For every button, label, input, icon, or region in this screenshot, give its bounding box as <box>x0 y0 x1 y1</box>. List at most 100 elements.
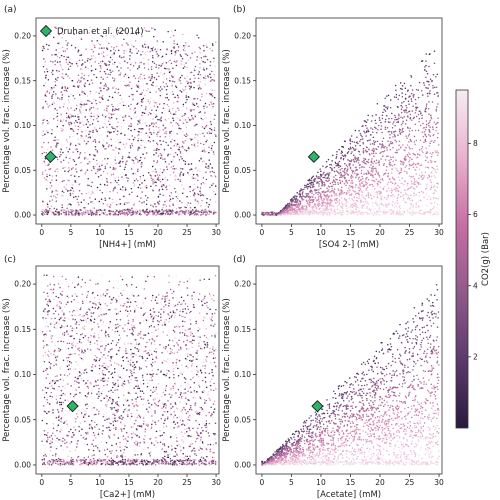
scatter-point <box>403 183 405 185</box>
scatter-point <box>407 188 409 191</box>
scatter-point <box>105 147 107 150</box>
scatter-point <box>284 206 286 209</box>
scatter-point <box>196 210 198 213</box>
scatter-point <box>326 213 328 216</box>
scatter-point <box>356 206 359 208</box>
scatter-point <box>367 192 370 195</box>
scatter-point <box>90 65 93 67</box>
scatter-point <box>435 126 438 129</box>
scatter-point <box>92 106 95 109</box>
scatter-point <box>94 46 96 49</box>
scatter-point <box>86 126 89 128</box>
scatter-point <box>391 176 394 179</box>
scatter-point <box>101 144 104 146</box>
scatter-point <box>166 179 169 181</box>
scatter-point <box>175 121 177 124</box>
scatter-point <box>318 183 320 185</box>
scatter-point <box>60 113 62 116</box>
scatter-point <box>323 176 326 179</box>
scatter-point <box>127 156 129 159</box>
scatter-point <box>85 192 88 195</box>
scatter-point <box>63 89 66 92</box>
scatter-point <box>68 77 71 80</box>
scatter-point <box>64 166 66 169</box>
scatter-point <box>424 108 427 111</box>
scatter-point <box>76 65 79 67</box>
scatter-point <box>283 208 285 210</box>
scatter-point <box>375 170 378 173</box>
scatter-point <box>423 176 425 179</box>
scatter-point <box>112 113 115 116</box>
scatter-point <box>92 129 94 132</box>
scatter-point <box>142 29 145 31</box>
scatter-point <box>398 115 400 117</box>
scatter-point <box>153 131 155 134</box>
scatter-point <box>131 209 134 212</box>
scatter-point <box>41 157 43 159</box>
scatter-point <box>95 76 98 79</box>
scatter-point <box>402 200 404 202</box>
scatter-point <box>89 108 91 110</box>
scatter-point <box>177 211 180 214</box>
scatter-point <box>404 123 407 125</box>
scatter-point <box>425 147 427 149</box>
scatter-point <box>209 163 212 165</box>
scatter-point <box>322 200 325 203</box>
scatter-point <box>55 179 58 181</box>
scatter-point <box>128 155 130 157</box>
scatter-point <box>105 188 108 190</box>
scatter-point <box>382 150 384 153</box>
scatter-point <box>71 212 73 215</box>
scatter-point <box>76 198 78 200</box>
scatter-point <box>70 121 72 124</box>
scatter-point <box>102 145 105 147</box>
scatter-point <box>125 143 128 145</box>
scatter-point <box>420 90 423 92</box>
scatter-point <box>188 211 191 213</box>
scatter-point <box>295 213 297 215</box>
scatter-point <box>51 103 54 106</box>
scatter-point <box>83 199 85 201</box>
scatter-point <box>156 85 158 88</box>
scatter-point <box>137 83 139 86</box>
scatter-point <box>178 158 181 161</box>
scatter-point <box>200 158 202 160</box>
scatter-point <box>138 148 140 150</box>
scatter-point <box>337 200 339 203</box>
scatter-point <box>359 153 361 156</box>
scatter-points <box>261 50 440 216</box>
scatter-point <box>370 194 372 197</box>
scatter-point <box>340 212 343 215</box>
scatter-point <box>353 161 356 163</box>
scatter-point <box>328 195 331 197</box>
scatter-point <box>206 197 208 200</box>
scatter-point <box>210 76 212 79</box>
scatter-point <box>181 115 184 117</box>
scatter-point <box>170 50 173 52</box>
scatter-point <box>373 211 375 213</box>
scatter-point <box>194 198 197 201</box>
scatter-point <box>205 44 208 46</box>
scatter-point <box>358 195 361 197</box>
scatter-point <box>346 202 348 205</box>
scatter-point <box>395 159 397 161</box>
scatter-point <box>310 183 313 185</box>
scatter-point <box>339 176 341 179</box>
scatter-point <box>164 176 167 179</box>
scatter-point <box>354 144 357 147</box>
scatter-point <box>303 188 305 191</box>
scatter-point <box>188 45 190 48</box>
scatter-point <box>157 155 160 157</box>
scatter-point <box>426 157 428 159</box>
scatter-point <box>386 126 389 129</box>
scatter-point <box>395 89 397 92</box>
scatter-point <box>146 210 148 212</box>
scatter-point <box>380 125 383 127</box>
scatter-point <box>134 77 137 80</box>
scatter-point <box>49 200 51 202</box>
scatter-point <box>158 190 160 192</box>
scatter-point <box>57 97 59 99</box>
scatter-point <box>354 156 356 158</box>
scatter-point <box>96 170 99 173</box>
scatter-point <box>403 198 405 200</box>
